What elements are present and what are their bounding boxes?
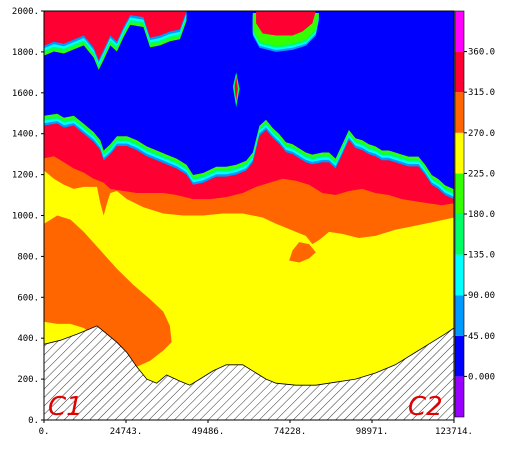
colorbar-band-10 — [455, 11, 464, 52]
colorbar-band-2 — [455, 335, 464, 377]
colorbar-band-4 — [455, 254, 464, 296]
colorbar-label: 180.0 — [468, 210, 495, 220]
x-tick-label: 49486. — [192, 427, 225, 437]
x-tick-label: 24743. — [110, 427, 143, 437]
colorbar: 0.000 45.00 90.00 135.0 180.0 225.0 270.0 315.0… — [454, 10, 495, 418]
y-tick-label: 1000. — [12, 212, 39, 222]
colorbar-band-1 — [455, 376, 464, 417]
orange-blob — [44, 215, 172, 367]
plume-red — [256, 11, 316, 36]
y-tick-label: 2000. — [12, 7, 39, 17]
colorbar-band-6 — [455, 173, 464, 214]
colorbar-label: 90.00 — [468, 291, 495, 301]
colorbar-band-3 — [455, 295, 464, 336]
y-tick-label: 1200. — [12, 171, 39, 181]
colorbar-label: 315.0 — [468, 88, 495, 98]
y-tick-label: 200. — [17, 375, 39, 385]
x-tick-label: 123714. — [435, 427, 473, 437]
colorbar-band-5 — [455, 214, 464, 255]
upper-red-band — [44, 11, 187, 61]
colorbar-band-8 — [455, 92, 464, 133]
x-tick-label: 98971. — [356, 427, 389, 437]
topography-hatch — [44, 325, 454, 420]
colorbar-band-9 — [455, 51, 464, 93]
orange-pocket — [289, 242, 316, 263]
corner-label-c2: C2 — [408, 392, 443, 422]
y-tick-label: 800. — [17, 252, 39, 262]
y-tick-label: 1400. — [12, 130, 39, 140]
axis-ticks: 0. 200. 400. 600. 800. 1000. 1200. 1400. 1600. 18… — [12, 7, 473, 437]
spike-core — [234, 76, 238, 101]
colorbar-label: 45.00 — [468, 332, 495, 342]
y-tick-label: 0. — [28, 416, 39, 426]
x-tick-label: 74228. — [274, 427, 307, 437]
colorbar-label: 0.000 — [468, 372, 495, 382]
corner-label-c1: C1 — [48, 392, 83, 422]
colorbar-label: 225.0 — [468, 169, 495, 179]
colorbar-label: 270.0 — [468, 129, 495, 139]
y-tick-label: 400. — [17, 334, 39, 344]
y-tick-label: 1600. — [12, 89, 39, 99]
colorbar-label: 360.0 — [468, 48, 495, 58]
topography-line — [44, 325, 454, 386]
y-tick-label: 600. — [17, 293, 39, 303]
colorbar-band-7 — [455, 132, 464, 174]
x-tick-label: 0. — [39, 427, 50, 437]
plot-area — [44, 11, 454, 420]
colorbar-label: 135.0 — [468, 251, 495, 261]
y-tick-label: 1800. — [12, 48, 39, 58]
